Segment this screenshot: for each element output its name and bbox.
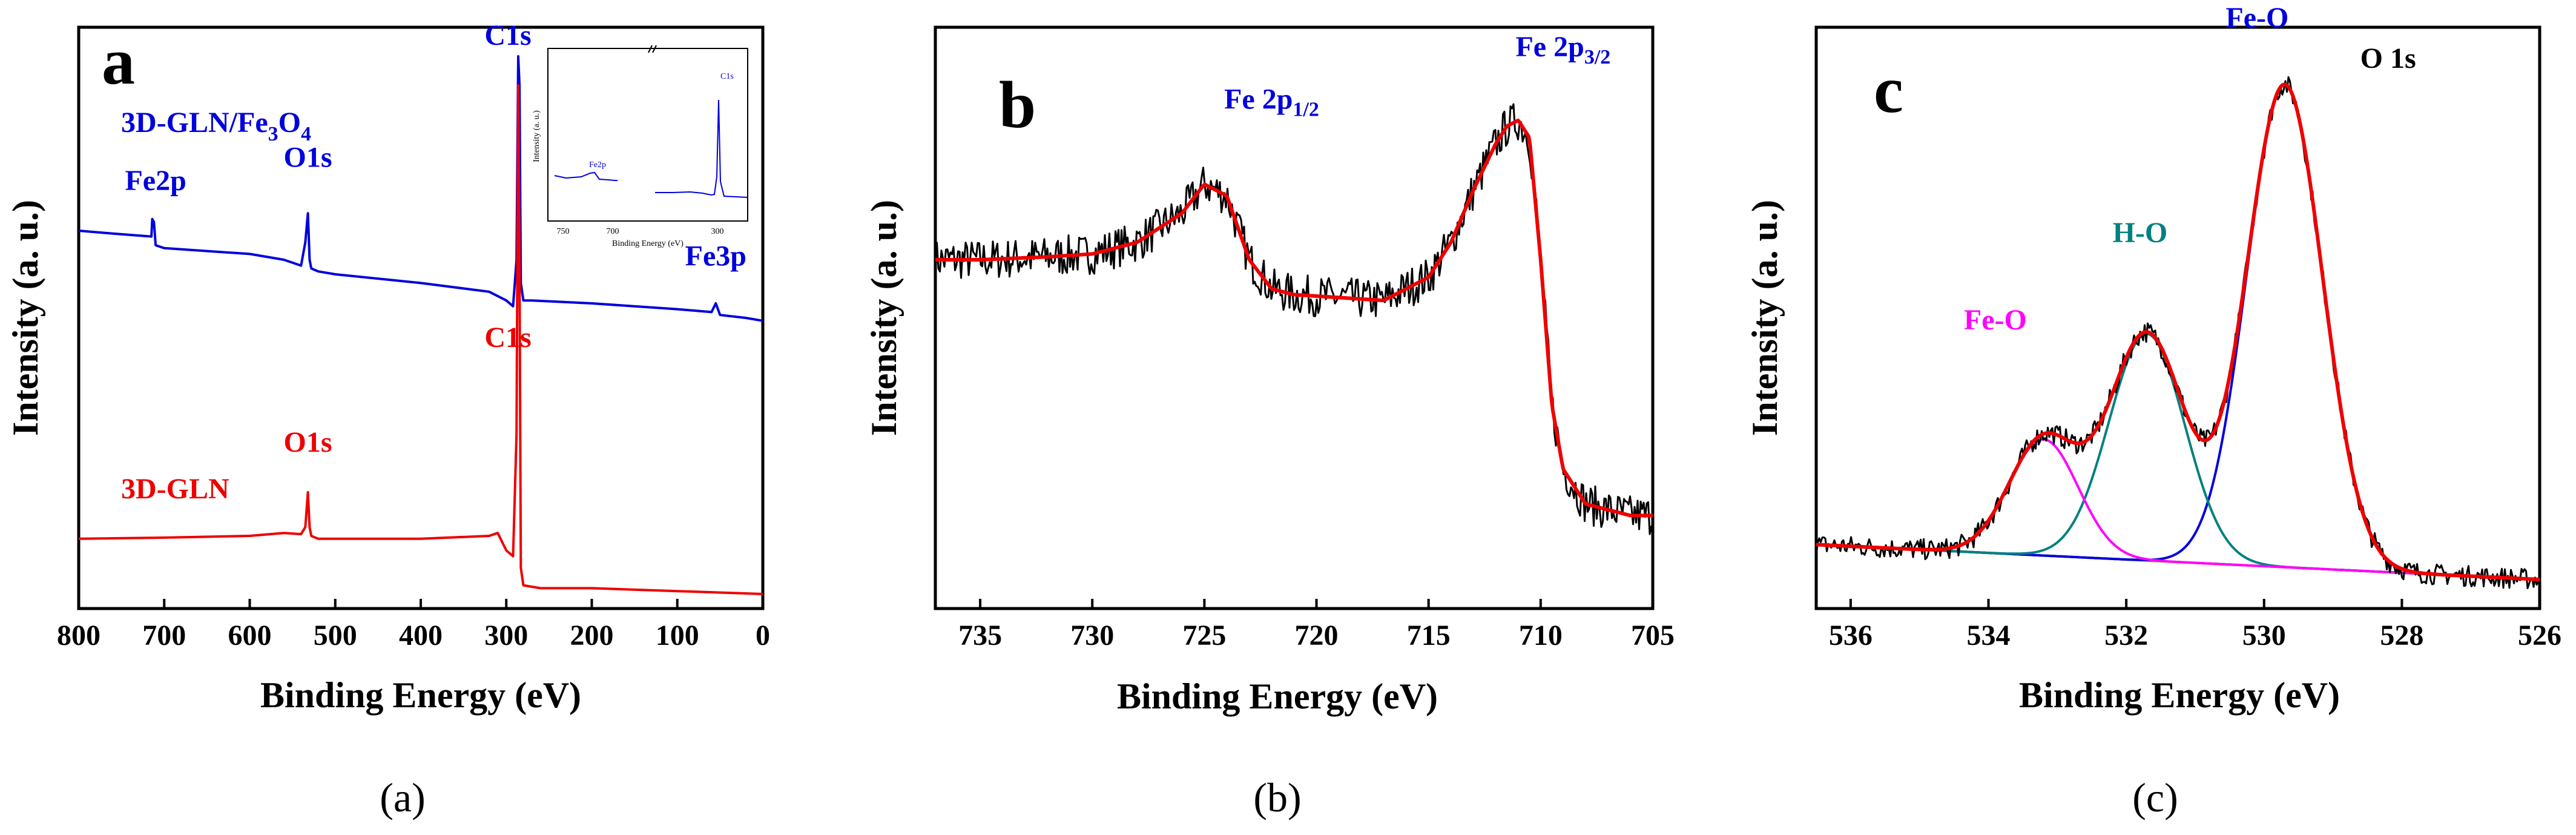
peak-label: Fe 2p3/2 xyxy=(1515,31,1610,68)
panel-b-series xyxy=(934,103,1654,535)
component-Fe-O xyxy=(1816,84,2540,581)
panel-a-series xyxy=(78,55,763,595)
peak-label: Fe-O xyxy=(1964,304,2027,336)
x-tick-label: 100 xyxy=(656,619,699,652)
x-tick-label: 710 xyxy=(1519,619,1563,652)
panel-b-letter: b xyxy=(999,68,1036,142)
x-tick-label: 536 xyxy=(1829,619,1873,652)
x-tick-label: 200 xyxy=(570,619,614,652)
peak-label: C1s xyxy=(484,19,531,51)
series-experimental xyxy=(1815,76,2541,589)
panel-a-letter: a xyxy=(102,24,135,98)
inset-curve-left xyxy=(554,171,618,181)
x-tick-label: 532 xyxy=(2104,619,2148,652)
x-tick-label: 0 xyxy=(756,619,770,652)
panel-c-frame xyxy=(1814,25,2541,610)
caption-c: (c) xyxy=(2132,774,2178,820)
x-tick-label: 530 xyxy=(2242,619,2286,652)
panel-a-x-axis: 800 700 600 500 400 300 200 100 0 xyxy=(57,599,770,652)
peak-label: H-O xyxy=(2113,217,2168,249)
peak-label: O1s xyxy=(284,426,332,458)
inset-tick-700: 700 xyxy=(607,227,619,236)
caption-b: (b) xyxy=(1253,774,1301,820)
peak-label: Fe-O xyxy=(2225,2,2288,34)
x-tick-label: 500 xyxy=(314,619,357,652)
peak-label: Fe3p xyxy=(685,240,746,272)
peak-label: O1s xyxy=(284,141,332,173)
panel-a-x-label: Binding Energy (eV) xyxy=(260,675,581,715)
inset-label-fe2p: Fe2p xyxy=(589,160,606,170)
caption-a: (a) xyxy=(380,774,425,820)
panel-c-letter: c xyxy=(1874,53,1903,127)
panel-c-x-axis: 536 534 532 530 528 526 xyxy=(1829,599,2561,652)
panel-b-peak-labels: Fe 2p1/2 Fe 2p3/2 xyxy=(1224,31,1610,120)
panel-c-peak-labels: Fe-O O 1s H-O Fe-O xyxy=(1964,2,2416,336)
panel-a-peak-labels: Fe2p O1s C1s Fe3p C1s O1s xyxy=(125,19,746,458)
panel-a-y-label: Intensity (a. u.) xyxy=(5,200,45,436)
inset-axis-break xyxy=(648,45,653,53)
series-3D-GLN xyxy=(78,84,763,595)
x-tick-label: 600 xyxy=(228,619,272,652)
panel-c: c 536 534 532 530 528 526 Fe-O O 1s H-O Fe-O Bin… xyxy=(1745,2,2561,820)
peak-label: Fe 2p1/2 xyxy=(1224,83,1319,120)
inset-x-label: Binding Energy (eV) xyxy=(612,239,684,248)
inset-axis-break-2 xyxy=(652,45,657,53)
legend-3d-gln: 3D-GLN xyxy=(121,473,229,505)
panel-b-y-label: Intensity (a. u.) xyxy=(864,200,904,436)
inset-curve-right xyxy=(655,99,748,198)
panel-c-y-label: Intensity (a. u.) xyxy=(1745,200,1785,436)
x-tick-label: 720 xyxy=(1295,619,1339,652)
peak-label: O 1s xyxy=(2360,42,2416,74)
x-tick-label: 526 xyxy=(2518,619,2561,652)
x-tick-label: 534 xyxy=(1967,619,2011,652)
x-tick-label: 400 xyxy=(399,619,443,652)
x-tick-label: 715 xyxy=(1407,619,1451,652)
x-tick-label: 300 xyxy=(484,619,528,652)
inset-y-label: Intensity (a. u.) xyxy=(532,110,541,162)
x-tick-label: 800 xyxy=(57,619,100,652)
series-3D-GLN/Fe3O4 xyxy=(78,55,763,322)
inset-tick-300: 300 xyxy=(711,227,724,236)
inset-label-c1s: C1s xyxy=(720,72,734,81)
panel-a: a 800 700 600 500 400 300 200 100 0 Fe2pO1sC1sFe… xyxy=(5,19,770,820)
x-tick-label: 700 xyxy=(142,619,186,652)
panel-c-x-label: Binding Energy (eV) xyxy=(2019,675,2340,715)
x-tick-label: 725 xyxy=(1182,619,1226,652)
x-tick-label: 730 xyxy=(1070,619,1114,652)
panel-b-x-label: Binding Energy (eV) xyxy=(1117,676,1438,716)
panel-b: b 735 730 725 720 715 710 705 Fe 2p1/2 Fe 2p3/2… xyxy=(864,25,1675,820)
series-envelope-fit xyxy=(1816,82,2540,581)
x-tick-label: 705 xyxy=(1631,619,1675,652)
peak-label: Fe2p xyxy=(125,165,186,197)
inset-plot: Fe2p C1s 750 700 300 Binding Energy (eV)… xyxy=(532,45,748,248)
legend-3d-gln-fe3o4: 3D-GLN/Fe3O4 xyxy=(121,107,311,145)
peak-label: C1s xyxy=(484,322,531,354)
panel-b-frame xyxy=(934,25,1655,610)
panel-b-x-axis: 735 730 725 720 715 710 705 xyxy=(958,599,1675,652)
x-tick-label: 735 xyxy=(958,619,1002,652)
series-fit xyxy=(935,118,1653,518)
inset-tick-750: 750 xyxy=(557,227,570,236)
panel-c-series xyxy=(1815,76,2541,589)
x-tick-label: 528 xyxy=(2380,619,2423,652)
